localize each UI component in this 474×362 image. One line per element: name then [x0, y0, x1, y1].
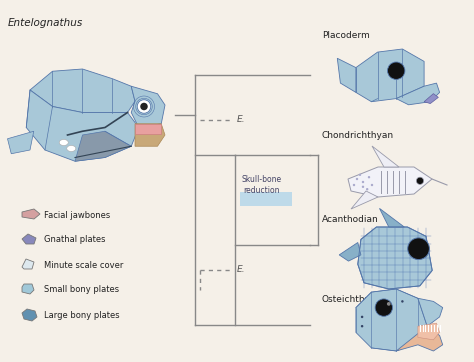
- Ellipse shape: [67, 146, 76, 152]
- Ellipse shape: [359, 174, 361, 176]
- Ellipse shape: [387, 302, 391, 306]
- Ellipse shape: [361, 325, 364, 328]
- Ellipse shape: [353, 184, 355, 186]
- Ellipse shape: [371, 184, 373, 186]
- Polygon shape: [424, 94, 438, 104]
- Text: Small bony plates: Small bony plates: [44, 286, 119, 295]
- Ellipse shape: [368, 176, 370, 178]
- Text: E.: E.: [237, 115, 246, 125]
- Text: Entelognathus: Entelognathus: [8, 18, 83, 28]
- Polygon shape: [372, 146, 399, 167]
- Text: Osteichthyan: Osteichthyan: [322, 295, 382, 304]
- Ellipse shape: [140, 103, 148, 110]
- Ellipse shape: [408, 238, 429, 260]
- FancyBboxPatch shape: [240, 192, 292, 206]
- Text: Large bony plates: Large bony plates: [44, 311, 119, 320]
- Ellipse shape: [401, 300, 404, 303]
- Polygon shape: [30, 69, 135, 113]
- Text: Skull-bone
reduction: Skull-bone reduction: [242, 175, 282, 195]
- Polygon shape: [339, 243, 361, 261]
- Ellipse shape: [375, 299, 392, 316]
- Ellipse shape: [416, 177, 424, 184]
- Text: Chondrichthyan: Chondrichthyan: [322, 130, 394, 139]
- Polygon shape: [75, 131, 131, 161]
- Polygon shape: [418, 323, 439, 340]
- Ellipse shape: [361, 316, 364, 318]
- Polygon shape: [26, 90, 139, 161]
- Text: Facial jawbones: Facial jawbones: [44, 210, 110, 219]
- Text: Acanthodian: Acanthodian: [322, 215, 379, 224]
- Polygon shape: [348, 167, 432, 197]
- Ellipse shape: [137, 100, 151, 113]
- Polygon shape: [22, 209, 40, 219]
- Polygon shape: [22, 234, 36, 244]
- Polygon shape: [337, 58, 356, 92]
- Ellipse shape: [356, 178, 358, 180]
- Polygon shape: [8, 131, 34, 154]
- Polygon shape: [418, 298, 443, 326]
- Polygon shape: [356, 49, 424, 102]
- Ellipse shape: [362, 186, 364, 188]
- Polygon shape: [356, 289, 427, 351]
- Ellipse shape: [362, 181, 364, 183]
- Polygon shape: [396, 83, 439, 105]
- Ellipse shape: [59, 139, 68, 146]
- Text: Placoderm: Placoderm: [322, 30, 370, 39]
- Polygon shape: [351, 191, 378, 209]
- Polygon shape: [22, 309, 37, 321]
- Polygon shape: [135, 124, 161, 134]
- Polygon shape: [396, 326, 443, 351]
- Ellipse shape: [366, 188, 368, 190]
- Ellipse shape: [388, 62, 405, 79]
- Polygon shape: [22, 259, 34, 269]
- Polygon shape: [131, 86, 165, 127]
- Polygon shape: [22, 284, 34, 294]
- Text: Minute scale cover: Minute scale cover: [44, 261, 123, 269]
- Polygon shape: [380, 209, 404, 227]
- Polygon shape: [135, 124, 165, 146]
- Text: E.: E.: [237, 265, 246, 274]
- Text: Gnathal plates: Gnathal plates: [44, 236, 106, 244]
- Polygon shape: [358, 227, 432, 289]
